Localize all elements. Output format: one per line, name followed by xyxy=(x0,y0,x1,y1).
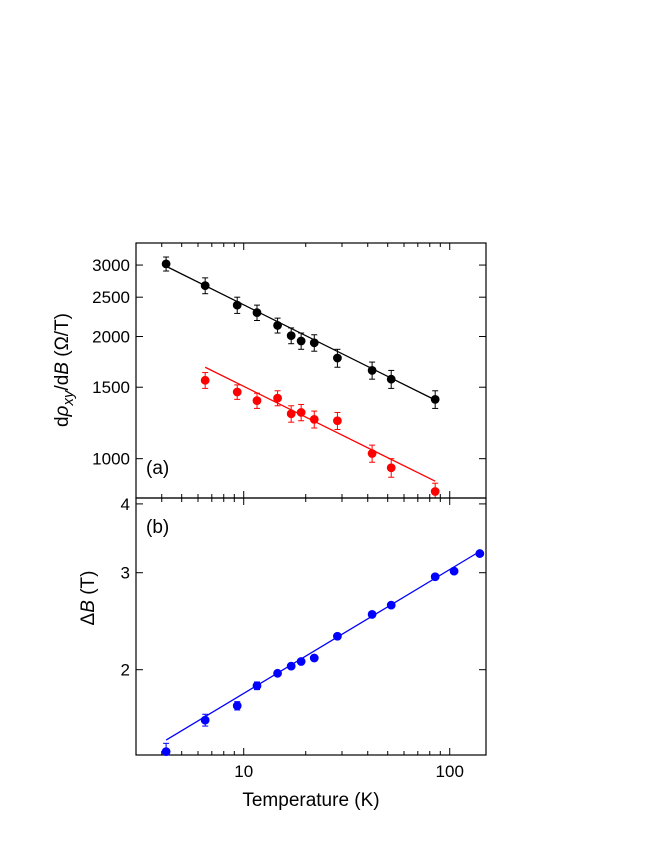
data-point xyxy=(449,566,459,576)
y-tick-label: 2000 xyxy=(92,328,130,347)
axis-title-part: xy xyxy=(60,389,77,407)
data-point xyxy=(273,321,282,330)
panel-b-y-axis-title: ΔB (T) xyxy=(78,571,99,626)
data-point xyxy=(161,259,171,269)
data-point xyxy=(286,661,296,671)
panel-a: 1000 1500 2000 2500 3000 (a) dρxy/dB (Ω/T) xyxy=(52,242,487,499)
fit-line xyxy=(204,366,436,482)
data-point xyxy=(430,394,440,404)
panel-a-marks xyxy=(161,256,440,499)
data-point xyxy=(367,449,377,458)
data-point xyxy=(252,396,262,406)
data-point xyxy=(252,681,262,691)
data-point xyxy=(309,414,319,424)
data-point xyxy=(430,572,440,582)
data-point xyxy=(386,374,396,384)
data-point xyxy=(296,657,306,666)
data-point xyxy=(273,393,282,403)
y-tick-label: 2 xyxy=(121,661,130,680)
data-point xyxy=(386,600,396,610)
axis-title-part: (T) xyxy=(78,571,99,601)
panel-a-label: (a) xyxy=(146,458,169,479)
data-point xyxy=(430,487,440,496)
data-point xyxy=(333,416,342,426)
data-point xyxy=(333,631,342,641)
data-point xyxy=(232,701,242,711)
panel-a-ticks: 1000 1500 2000 2500 3000 xyxy=(92,243,486,498)
y-tick-label: 3 xyxy=(121,564,130,583)
axis-title-part: B xyxy=(78,600,99,613)
x-axis-title: Temperature (K) xyxy=(242,790,379,811)
x-tick-label: 10 xyxy=(234,762,253,781)
data-point xyxy=(161,747,171,757)
data-point xyxy=(309,338,319,348)
axis-title-part: Δ xyxy=(78,612,99,625)
data-point xyxy=(386,463,396,473)
axis-title-part: (Ω/T) xyxy=(52,313,73,362)
panel-b-frame xyxy=(135,497,487,756)
data-point xyxy=(309,653,319,663)
data-point xyxy=(367,366,377,375)
y-tick-label: 2500 xyxy=(92,288,130,307)
data-point xyxy=(296,336,306,346)
axis-title-part: B xyxy=(52,362,73,375)
panel-b-label: (b) xyxy=(146,517,169,538)
axis-title-part: ρ xyxy=(52,405,73,417)
data-point xyxy=(200,375,210,385)
data-point xyxy=(367,610,377,619)
panel-b-ticks: 10 100 2 3 4 xyxy=(121,495,486,781)
data-point xyxy=(333,353,342,363)
panel-a-frame xyxy=(135,242,487,499)
y-tick-label: 4 xyxy=(121,495,130,514)
data-point xyxy=(232,387,242,397)
panel-a-y-axis-title: dρxy/dB (Ω/T) xyxy=(52,313,77,427)
panel-b: 10 100 2 3 4 (b) ΔB (T) Temperature (K) xyxy=(78,495,487,811)
data-point xyxy=(232,300,242,310)
fit-line xyxy=(165,550,481,741)
x-tick-label: 100 xyxy=(436,762,464,781)
data-point xyxy=(252,308,262,318)
axis-title-part: /d xyxy=(52,375,73,391)
data-point xyxy=(286,409,296,419)
y-tick-label: 1000 xyxy=(92,450,130,469)
data-point xyxy=(296,408,306,417)
data-point xyxy=(286,331,296,341)
data-point xyxy=(475,549,485,558)
panel-b-marks xyxy=(161,549,485,757)
data-point xyxy=(273,668,282,678)
y-tick-label: 1500 xyxy=(92,378,130,397)
data-point xyxy=(200,281,210,290)
y-tick-label: 3000 xyxy=(92,256,130,275)
axis-title-part: d xyxy=(52,416,73,427)
data-point xyxy=(200,715,210,725)
